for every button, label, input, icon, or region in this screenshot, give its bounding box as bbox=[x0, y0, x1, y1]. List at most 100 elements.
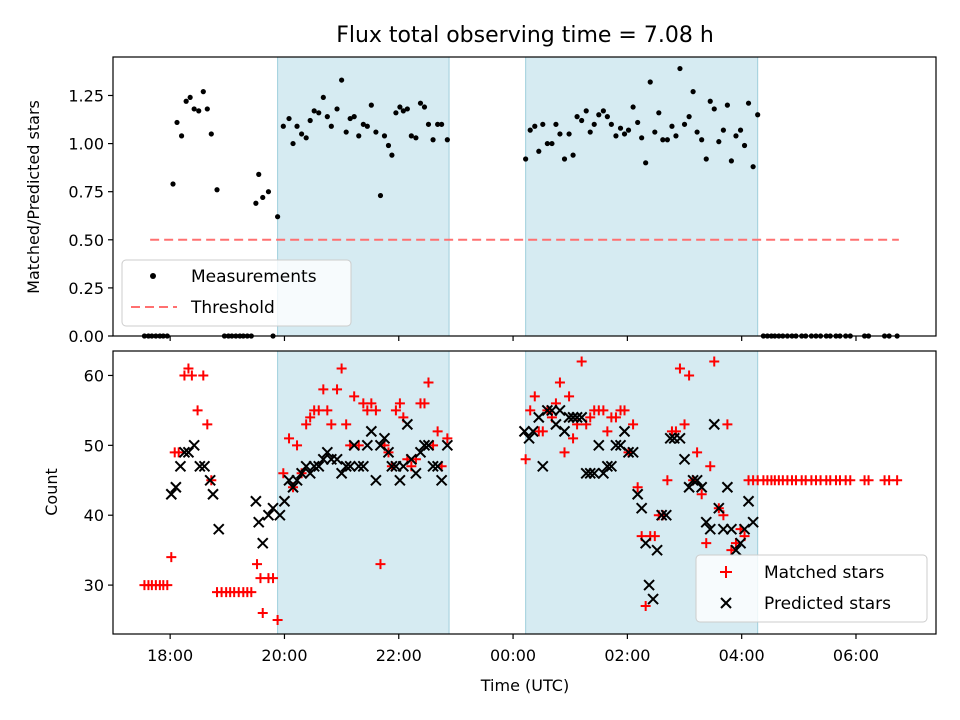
measurement-point bbox=[617, 125, 624, 131]
measurement-point bbox=[673, 133, 679, 139]
matched-star-point bbox=[709, 356, 720, 367]
matched-star-point bbox=[370, 405, 381, 416]
y-tick-label: 50 bbox=[84, 436, 104, 455]
predicted-star-point bbox=[274, 509, 286, 521]
matched-star-point bbox=[598, 405, 609, 416]
predicted-star-point bbox=[730, 544, 742, 556]
legend-marker-matched bbox=[720, 566, 732, 578]
measurement-point bbox=[557, 131, 563, 137]
predicted-star-point bbox=[550, 418, 562, 431]
matched-star-point bbox=[432, 426, 443, 437]
measurement-point bbox=[703, 156, 709, 162]
matched-star-point bbox=[537, 426, 548, 437]
measurement-point bbox=[635, 119, 641, 126]
measurement-point bbox=[275, 214, 281, 220]
predicted-star-point bbox=[627, 446, 639, 459]
matched-star-point bbox=[336, 363, 347, 374]
plot-frame bbox=[112, 56, 937, 337]
measurement-point bbox=[385, 142, 392, 149]
matched-star-point bbox=[394, 398, 405, 409]
measurement-point bbox=[183, 98, 189, 104]
matched-star-point bbox=[375, 559, 386, 570]
measurement-point bbox=[280, 123, 286, 129]
measurement-point bbox=[400, 108, 406, 114]
predicted-star-point bbox=[178, 446, 191, 459]
measurement-point bbox=[303, 135, 309, 141]
measurement-point bbox=[324, 114, 330, 120]
matched-star-point bbox=[166, 552, 177, 563]
measurement-point bbox=[707, 98, 713, 104]
matched-star-point bbox=[272, 615, 283, 626]
measurement-point bbox=[397, 104, 403, 110]
predicted-star-point bbox=[335, 467, 348, 479]
matched-star-point bbox=[301, 419, 312, 430]
predicted-star-point bbox=[518, 425, 531, 438]
legend-box bbox=[121, 259, 352, 327]
matched-star-point bbox=[442, 433, 453, 444]
matched-star-point bbox=[292, 440, 303, 451]
predicted-star-point bbox=[357, 460, 370, 473]
x-tick-label: 00:00 bbox=[490, 646, 536, 665]
matched-star-point bbox=[423, 377, 434, 388]
measurement-point bbox=[561, 156, 568, 162]
measurement-point bbox=[444, 137, 450, 143]
y-tick-label: 1.00 bbox=[68, 135, 104, 154]
predicted-star-point bbox=[584, 467, 596, 479]
matched-star-point bbox=[520, 454, 531, 465]
matched-star-point bbox=[722, 419, 733, 430]
measurement-point bbox=[343, 129, 349, 135]
predicted-star-point bbox=[370, 474, 382, 486]
measurement-point bbox=[191, 106, 197, 112]
y-axis-label: Count bbox=[42, 468, 61, 516]
matched-star-point bbox=[649, 531, 660, 542]
measurement-point bbox=[596, 112, 602, 118]
predicted-star-point bbox=[674, 432, 686, 445]
predicted-star-point bbox=[575, 411, 588, 424]
predicted-star-point bbox=[401, 418, 414, 431]
matched-star-point bbox=[568, 433, 579, 444]
measurement-point bbox=[745, 100, 752, 106]
predicted-star-point bbox=[204, 474, 216, 486]
measurement-point bbox=[425, 121, 432, 127]
predicted-star-point bbox=[721, 481, 734, 493]
predicted-star-point bbox=[678, 453, 691, 466]
predicted-star-point bbox=[742, 495, 755, 507]
measurement-point bbox=[724, 102, 730, 108]
measurement-point bbox=[265, 189, 272, 195]
measurement-point bbox=[356, 133, 362, 139]
predicted-star-point bbox=[174, 460, 187, 473]
measurement-point bbox=[587, 129, 593, 135]
measurement-point bbox=[664, 137, 670, 143]
x-axis-label: Time (UTC) bbox=[480, 676, 569, 695]
matched-star-point bbox=[892, 475, 903, 486]
measurement-point bbox=[389, 152, 395, 158]
measurement-point bbox=[381, 133, 388, 139]
predicted-star-point bbox=[427, 460, 439, 473]
predicted-star-point bbox=[422, 439, 435, 452]
matched-star-point bbox=[349, 391, 360, 402]
measurement-point bbox=[299, 131, 305, 137]
count-panel: 30 40 50 60 18:00 20:00 22:00 00:00 02:00 04:00 0… bbox=[42, 350, 937, 695]
predicted-star-point bbox=[610, 439, 622, 452]
predicted-star-point bbox=[691, 474, 703, 486]
predicted-star-point bbox=[747, 516, 759, 528]
measurement-point bbox=[699, 137, 705, 143]
predicted-star-point bbox=[321, 446, 334, 459]
measurement-point bbox=[360, 121, 366, 127]
y-tick-label: 40 bbox=[84, 506, 104, 525]
measurement-point bbox=[439, 121, 445, 127]
plot-frame bbox=[112, 350, 937, 635]
matched-star-point bbox=[183, 363, 194, 374]
legend-label-matched: Matched stars bbox=[764, 563, 884, 583]
predicted-star-point bbox=[278, 495, 291, 507]
measurement-point bbox=[523, 156, 529, 162]
predicted-star-point bbox=[523, 432, 535, 445]
predicted-star-point bbox=[418, 439, 431, 452]
predicted-star-point bbox=[348, 439, 360, 452]
measurement-point bbox=[413, 135, 419, 141]
measurement-point bbox=[570, 152, 576, 158]
measurement-point bbox=[540, 121, 546, 127]
predicted-star-point bbox=[213, 523, 225, 535]
matched-star-point bbox=[341, 419, 352, 430]
matched-star-point bbox=[419, 398, 430, 409]
